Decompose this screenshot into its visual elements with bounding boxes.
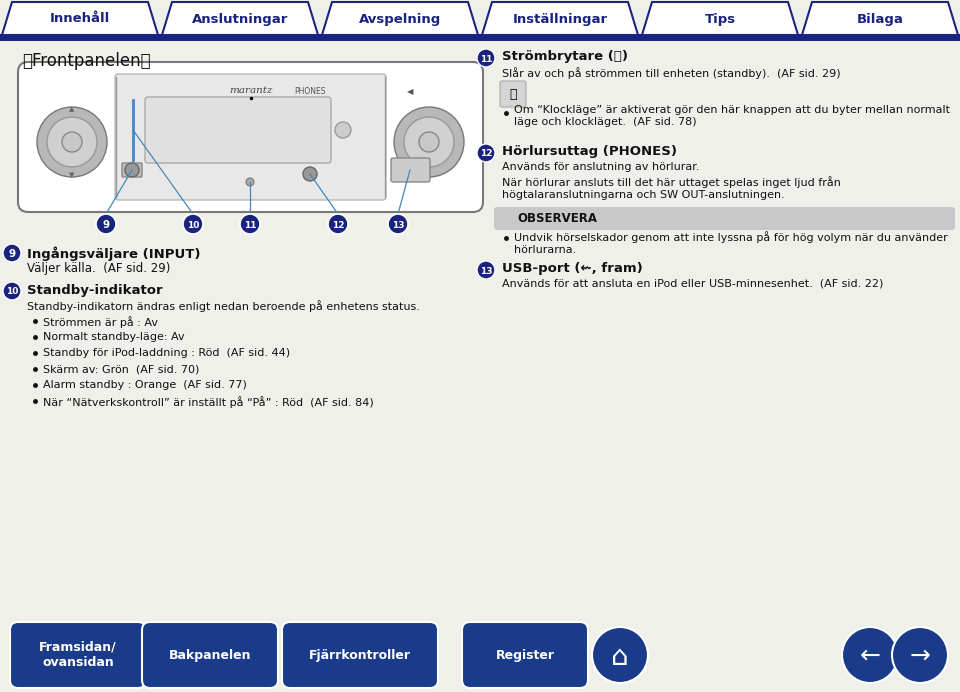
Text: Hörlursuttag (PHONES): Hörlursuttag (PHONES)	[502, 145, 677, 158]
Circle shape	[394, 107, 464, 177]
Circle shape	[3, 282, 21, 300]
FancyBboxPatch shape	[142, 622, 278, 688]
FancyBboxPatch shape	[115, 74, 386, 200]
Text: 10: 10	[6, 287, 18, 296]
Text: PHONES: PHONES	[295, 87, 325, 96]
Text: ▲: ▲	[69, 106, 75, 112]
Text: Standby-indikator: Standby-indikator	[27, 284, 162, 297]
FancyBboxPatch shape	[18, 62, 483, 212]
Text: 【Frontpanelen】: 【Frontpanelen】	[22, 52, 151, 70]
Circle shape	[335, 122, 351, 138]
Text: 11: 11	[480, 55, 492, 64]
Text: Alarm standby : Orange  (AF sid. 77): Alarm standby : Orange (AF sid. 77)	[43, 380, 247, 390]
Text: Fjärrkontroller: Fjärrkontroller	[309, 648, 411, 662]
Text: Tips: Tips	[705, 12, 735, 26]
Text: Avspelning: Avspelning	[359, 12, 442, 26]
FancyBboxPatch shape	[122, 163, 142, 177]
Polygon shape	[802, 2, 958, 35]
Polygon shape	[482, 2, 638, 35]
Circle shape	[477, 144, 495, 162]
Text: 12: 12	[332, 221, 345, 230]
Text: marantz: marantz	[228, 86, 273, 95]
Text: Väljer källa.  (AF sid. 29): Väljer källa. (AF sid. 29)	[27, 262, 170, 275]
Circle shape	[246, 178, 254, 186]
Circle shape	[3, 244, 21, 262]
Text: 13: 13	[480, 266, 492, 275]
FancyBboxPatch shape	[391, 158, 430, 182]
Circle shape	[62, 132, 82, 152]
Text: 11: 11	[244, 221, 256, 230]
Text: USB-port (⇜, fram): USB-port (⇜, fram)	[502, 262, 643, 275]
FancyBboxPatch shape	[500, 81, 526, 107]
Polygon shape	[2, 2, 158, 35]
Circle shape	[477, 261, 495, 279]
Text: Om “Klockläge” är aktiverat gör den här knappen att du byter mellan normalt
läge: Om “Klockläge” är aktiverat gör den här …	[514, 105, 950, 127]
Polygon shape	[162, 2, 318, 35]
Text: ▼: ▼	[69, 172, 75, 178]
Text: Ingångsväljare (INPUT): Ingångsväljare (INPUT)	[27, 246, 201, 261]
Text: 🔑: 🔑	[509, 87, 516, 100]
Circle shape	[842, 627, 898, 683]
FancyBboxPatch shape	[494, 207, 955, 230]
Text: 11: 11	[415, 646, 436, 664]
Text: 10: 10	[187, 221, 199, 230]
Text: Register: Register	[495, 648, 555, 662]
Circle shape	[477, 49, 495, 67]
Text: OBSERVERA: OBSERVERA	[517, 212, 597, 224]
Text: 9: 9	[103, 220, 109, 230]
Text: Undvik hörselskador genom att inte lyssna på för hög volym när du använder
hörlu: Undvik hörselskador genom att inte lyssn…	[514, 231, 948, 255]
Circle shape	[388, 214, 408, 234]
Text: Skärm av: Grön  (AF sid. 70): Skärm av: Grön (AF sid. 70)	[43, 364, 200, 374]
Circle shape	[240, 214, 260, 234]
Text: Inställningar: Inställningar	[513, 12, 608, 26]
Text: När hörlurar ansluts till det här uttaget spelas inget ljud från
högtalaranslutn: När hörlurar ansluts till det här uttage…	[502, 176, 841, 199]
Text: ⌂: ⌂	[612, 643, 629, 671]
Circle shape	[419, 132, 439, 152]
Text: Används för anslutning av hörlurar.: Används för anslutning av hörlurar.	[502, 162, 700, 172]
Text: Bilaga: Bilaga	[856, 12, 903, 26]
Text: Framsidan/
ovansidan: Framsidan/ ovansidan	[39, 641, 117, 669]
Circle shape	[125, 163, 139, 177]
Circle shape	[892, 627, 948, 683]
Text: Innehåll: Innehåll	[50, 12, 110, 26]
Text: Normalt standby-läge: Av: Normalt standby-läge: Av	[43, 332, 184, 342]
Text: ←: ←	[859, 644, 880, 668]
Text: Används för att ansluta en iPod eller USB-minnesenhet.  (AF sid. 22): Används för att ansluta en iPod eller US…	[502, 279, 883, 289]
Circle shape	[303, 167, 317, 181]
Circle shape	[404, 117, 454, 167]
Circle shape	[328, 214, 348, 234]
Bar	[0, 34, 960, 41]
Text: Strömmen är på : Av: Strömmen är på : Av	[43, 316, 158, 328]
Circle shape	[592, 627, 648, 683]
Text: Standby för iPod-laddning : Röd  (AF sid. 44): Standby för iPod-laddning : Röd (AF sid.…	[43, 348, 290, 358]
Text: 9: 9	[9, 249, 15, 259]
Text: Strömbrytare (⏻): Strömbrytare (⏻)	[502, 50, 628, 63]
Text: 13: 13	[392, 221, 404, 230]
Text: ◀: ◀	[407, 87, 413, 96]
FancyBboxPatch shape	[145, 97, 331, 163]
Text: Bakpanelen: Bakpanelen	[169, 648, 252, 662]
FancyBboxPatch shape	[282, 622, 438, 688]
Circle shape	[47, 117, 97, 167]
Circle shape	[96, 214, 116, 234]
Text: →: →	[909, 644, 930, 668]
Polygon shape	[642, 2, 798, 35]
Text: Slår av och på strömmen till enheten (standby).  (AF sid. 29): Slår av och på strömmen till enheten (st…	[502, 67, 841, 79]
Polygon shape	[322, 2, 478, 35]
Text: När “Nätverkskontroll” är inställt på “På” : Röd  (AF sid. 84): När “Nätverkskontroll” är inställt på “P…	[43, 396, 373, 408]
Circle shape	[37, 107, 107, 177]
Text: 12: 12	[480, 149, 492, 158]
Text: Standby-indikatorn ändras enligt nedan beroende på enhetens status.: Standby-indikatorn ändras enligt nedan b…	[27, 300, 420, 312]
FancyBboxPatch shape	[10, 622, 146, 688]
Circle shape	[183, 214, 203, 234]
FancyBboxPatch shape	[462, 622, 588, 688]
Text: Anslutningar: Anslutningar	[192, 12, 288, 26]
